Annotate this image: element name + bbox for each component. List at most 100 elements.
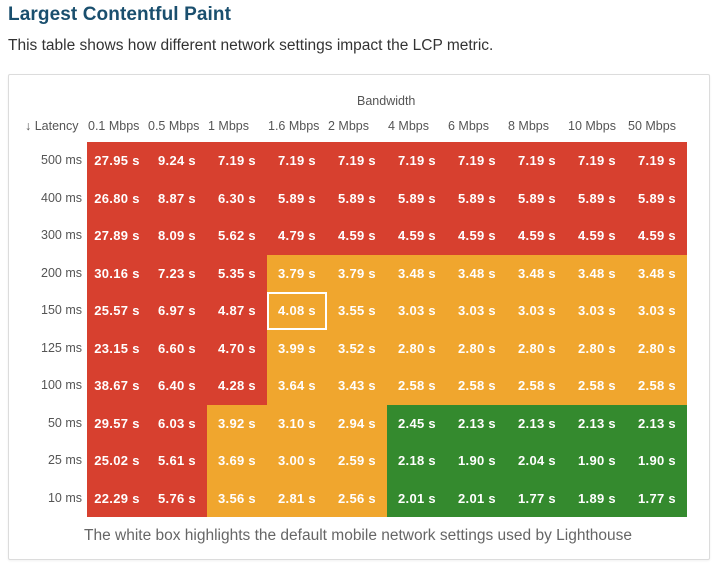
lcp-cell: 4.59 s: [507, 217, 567, 255]
lcp-cell: 4.79 s: [267, 217, 327, 255]
lcp-cell: 2.80 s: [447, 329, 507, 367]
lcp-cell: 4.87 s: [207, 292, 267, 330]
lcp-cell: 38.67 s: [87, 367, 147, 405]
column-header: 0.5 Mbps: [148, 119, 200, 133]
lcp-cell: 1.77 s: [627, 479, 687, 517]
lcp-cell: 6.40 s: [147, 367, 207, 405]
lcp-cell: 3.79 s: [327, 254, 387, 292]
lcp-cell: 3.48 s: [507, 254, 567, 292]
lcp-cell: 4.59 s: [567, 217, 627, 255]
lcp-cell: 9.24 s: [147, 142, 207, 180]
lcp-cell: 27.89 s: [87, 217, 147, 255]
lcp-cell: 3.99 s: [267, 329, 327, 367]
lcp-cell: 6.30 s: [207, 179, 267, 217]
lcp-cell: 7.19 s: [387, 142, 447, 180]
lcp-cell: 3.48 s: [447, 254, 507, 292]
lcp-cell: 3.00 s: [267, 442, 327, 480]
lcp-cell: 5.89 s: [447, 179, 507, 217]
row-header: 500 ms: [41, 153, 82, 167]
lcp-cell: 7.19 s: [207, 142, 267, 180]
lcp-cell: 4.59 s: [627, 217, 687, 255]
lcp-cell: 2.13 s: [567, 404, 627, 442]
lcp-cell: 7.19 s: [267, 142, 327, 180]
lcp-cell: 6.60 s: [147, 329, 207, 367]
lcp-cell: 3.64 s: [267, 367, 327, 405]
lcp-cell: 3.92 s: [207, 404, 267, 442]
lcp-cell: 5.89 s: [387, 179, 447, 217]
lcp-cell: 5.76 s: [147, 479, 207, 517]
lcp-cell: 1.90 s: [567, 442, 627, 480]
lcp-cell: 2.58 s: [507, 367, 567, 405]
lcp-cell: 5.89 s: [627, 179, 687, 217]
lcp-cell: 7.19 s: [627, 142, 687, 180]
table-caption: The white box highlights the default mob…: [83, 527, 632, 544]
lcp-cell: 3.48 s: [567, 254, 627, 292]
column-header: 50 Mbps: [628, 119, 676, 133]
lcp-cell: 5.89 s: [327, 179, 387, 217]
column-header: 1.6 Mbps: [268, 119, 320, 133]
lcp-cell: 5.89 s: [507, 179, 567, 217]
lcp-cell: 5.89 s: [267, 179, 327, 217]
lcp-cell: 2.56 s: [327, 479, 387, 517]
lcp-cell: 4.59 s: [327, 217, 387, 255]
lcp-cell: 2.01 s: [387, 479, 447, 517]
row-header: 100 ms: [41, 378, 82, 392]
lcp-cell: 7.23 s: [147, 254, 207, 292]
row-header: 25 ms: [47, 453, 82, 467]
lcp-cell: 2.13 s: [627, 404, 687, 442]
lcp-cell: 7.19 s: [567, 142, 627, 180]
lcp-cell: 5.89 s: [567, 179, 627, 217]
lcp-cell: 8.09 s: [147, 217, 207, 255]
default-settings-highlight-box: [267, 292, 327, 330]
lcp-cell: 3.03 s: [387, 292, 447, 330]
lcp-cell: 3.48 s: [387, 254, 447, 292]
bandwidth-axis-label: Bandwidth: [357, 94, 416, 108]
page-subtitle: This table shows how different network s…: [8, 37, 494, 54]
lcp-cell: 3.52 s: [327, 329, 387, 367]
lcp-cell: 5.62 s: [207, 217, 267, 255]
lcp-cell: 4.70 s: [207, 329, 267, 367]
lcp-cell: 3.43 s: [327, 367, 387, 405]
row-header: 200 ms: [41, 265, 82, 280]
lcp-cell: 2.59 s: [327, 442, 387, 480]
lcp-cell: 26.80 s: [87, 179, 147, 217]
column-header: 8 Mbps: [508, 119, 549, 133]
lcp-cell: 1.90 s: [447, 442, 507, 480]
lcp-cell: 2.13 s: [507, 404, 567, 442]
lcp-cell: 2.80 s: [387, 329, 447, 367]
row-header: 125 ms: [41, 340, 82, 355]
lcp-cell: 1.89 s: [567, 479, 627, 517]
lcp-cell: 3.03 s: [627, 292, 687, 330]
column-header: 1 Mbps: [208, 119, 249, 133]
lcp-cell: 2.01 s: [447, 479, 507, 517]
lcp-cell: 2.13 s: [447, 404, 507, 442]
column-header: 4 Mbps: [388, 119, 429, 133]
lcp-cell: 3.56 s: [207, 479, 267, 517]
lcp-cell: 2.18 s: [387, 442, 447, 480]
row-header: 300 ms: [41, 228, 82, 242]
lcp-cell: 5.61 s: [147, 442, 207, 480]
lcp-cell: 3.03 s: [447, 292, 507, 330]
row-header: 150 ms: [41, 303, 82, 317]
lcp-cell: 7.19 s: [507, 142, 567, 180]
lcp-cell: 4.08 s: [267, 292, 327, 330]
lcp-cell: 2.04 s: [507, 442, 567, 480]
lcp-cell: 25.57 s: [87, 292, 147, 330]
lcp-cell: 2.58 s: [387, 367, 447, 405]
lcp-cell: 3.69 s: [207, 442, 267, 480]
lcp-cell: 3.55 s: [327, 292, 387, 330]
lcp-cell: 23.15 s: [87, 329, 147, 367]
lcp-cell: 6.97 s: [147, 292, 207, 330]
page-title: Largest Contentful Paint: [8, 4, 232, 25]
lcp-cell: 22.29 s: [87, 479, 147, 517]
lcp-cell: 2.58 s: [627, 367, 687, 405]
lcp-cell: 3.48 s: [627, 254, 687, 292]
lcp-cell: 1.77 s: [507, 479, 567, 517]
lcp-cell: 4.59 s: [387, 217, 447, 255]
column-header: 6 Mbps: [448, 119, 489, 133]
lcp-cell: 2.58 s: [567, 367, 627, 405]
latency-axis-label: ↓ Latency: [25, 119, 79, 133]
lcp-cell: 2.81 s: [267, 479, 327, 517]
lcp-cell: 25.02 s: [87, 442, 147, 480]
lcp-cell: 7.19 s: [327, 142, 387, 180]
